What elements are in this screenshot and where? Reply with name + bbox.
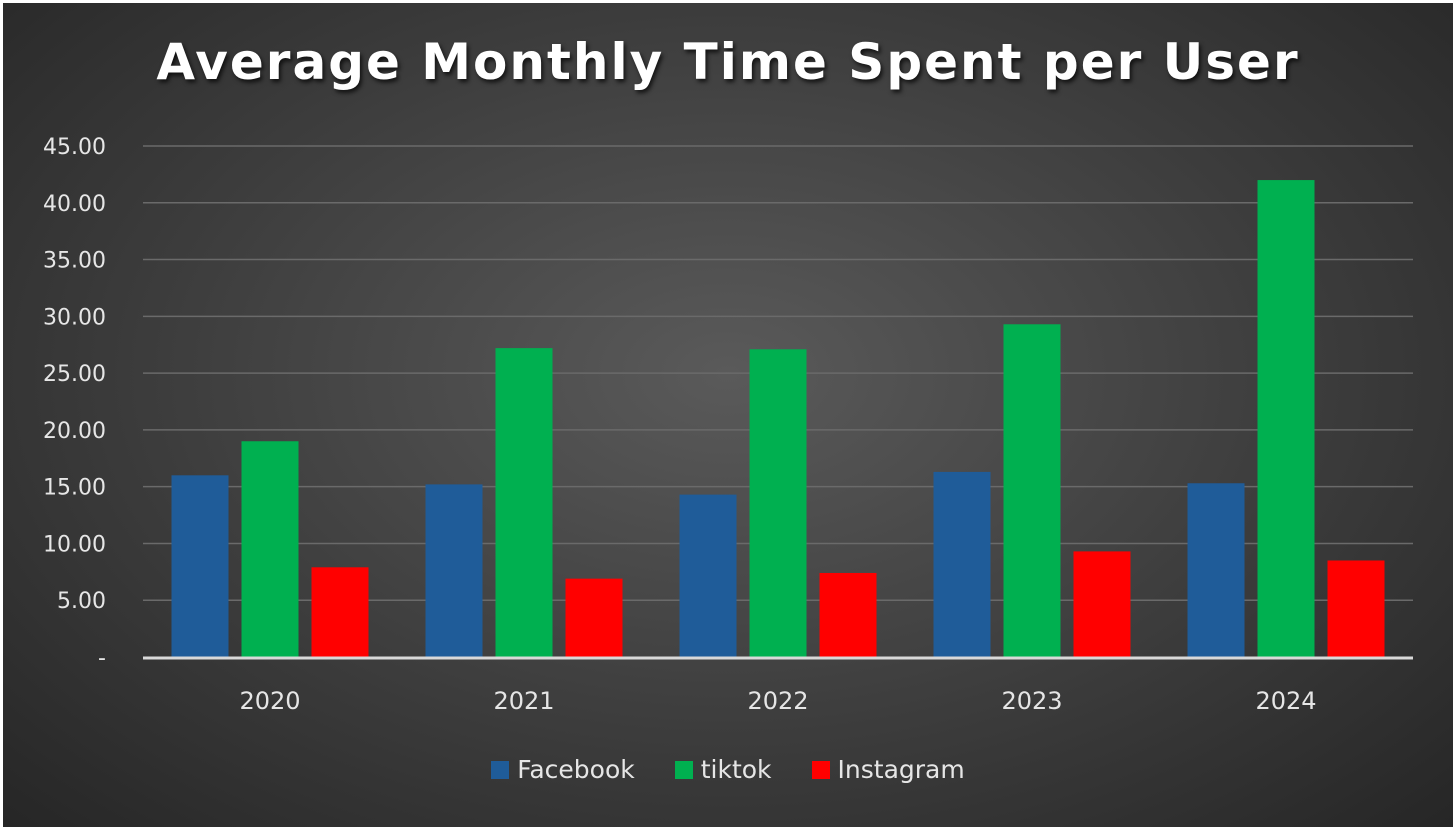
bar-facebook-2022: [679, 494, 737, 657]
bar-facebook-2021: [425, 484, 483, 657]
y-tick-label: 5.00: [57, 589, 106, 614]
bar-facebook-2023: [933, 471, 991, 657]
legend-label: Instagram: [837, 755, 965, 784]
legend-swatch: [811, 760, 830, 779]
bar-facebook-2020: [171, 475, 229, 657]
bar-facebook-2024: [1187, 483, 1245, 657]
bar-instagram-2020: [311, 567, 369, 657]
legend-label: tiktok: [700, 755, 772, 784]
y-tick-label: -: [98, 646, 106, 671]
legend-label: Facebook: [517, 755, 635, 784]
legend-swatch: [674, 760, 693, 779]
x-tick-label: 2023: [1001, 687, 1062, 715]
bar-tiktok-2021: [495, 348, 553, 657]
x-tick-label: 2022: [747, 687, 808, 715]
legend-item-instagram: Instagram: [811, 755, 965, 784]
y-tick-label: 25.00: [43, 362, 106, 387]
y-tick-label: 30.00: [43, 305, 106, 330]
chart-container: Average Monthly Time Spent per User - 5.0…: [3, 3, 1453, 827]
legend-swatch: [491, 760, 510, 779]
bar-tiktok-2023: [1003, 324, 1061, 657]
y-tick-label: 15.00: [43, 476, 106, 501]
x-tick-label: 2020: [239, 687, 300, 715]
x-tick-label: 2024: [1255, 687, 1316, 715]
chart-plot: - 5.00 10.00 15.00 20.00 25.00 30.00 35.00 40.00…: [43, 135, 1413, 715]
chart-title: Average Monthly Time Spent per User: [156, 33, 1300, 91]
bar-tiktok-2022: [749, 349, 807, 657]
bar-instagram-2024: [1327, 560, 1385, 657]
y-tick-label: 10.00: [43, 532, 106, 557]
bar-instagram-2022: [819, 572, 877, 657]
bar-instagram-2021: [565, 578, 623, 657]
legend: Facebook tiktok Instagram: [3, 755, 1453, 784]
bar-tiktok-2024: [1257, 180, 1315, 658]
y-tick-label: 40.00: [43, 192, 106, 217]
y-tick-label: 45.00: [43, 135, 106, 160]
x-tick-label: 2021: [493, 687, 554, 715]
y-tick-label: 35.00: [43, 249, 106, 274]
bar-instagram-2023: [1073, 551, 1131, 657]
bar-tiktok-2020: [241, 441, 299, 657]
y-tick-label: 20.00: [43, 419, 106, 444]
legend-item-tiktok: tiktok: [674, 755, 772, 784]
legend-item-facebook: Facebook: [491, 755, 635, 784]
